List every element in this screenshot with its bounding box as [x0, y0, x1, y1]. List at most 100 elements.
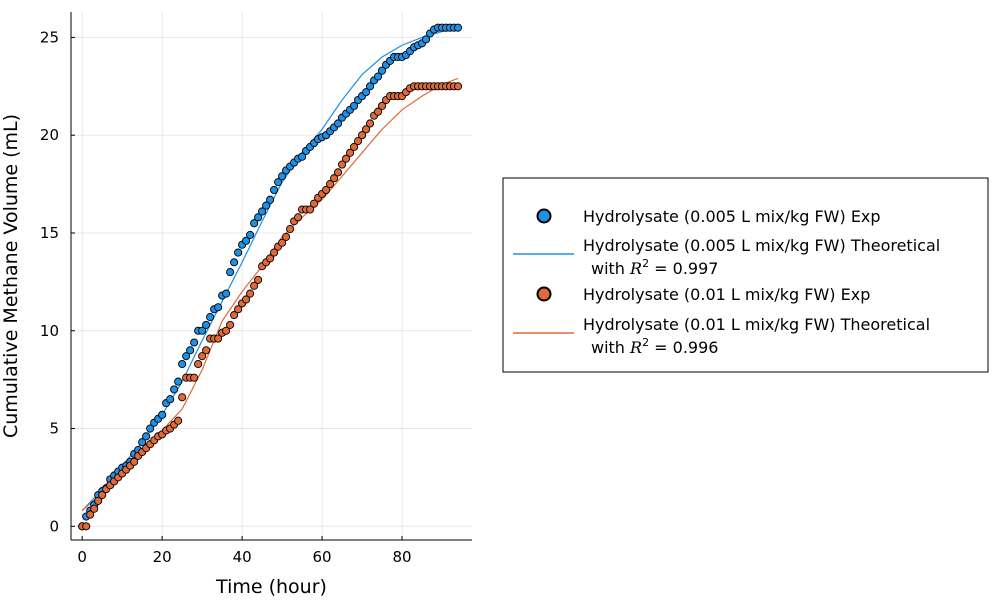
data-point-series-2 [342, 154, 351, 163]
data-point-series-0 [230, 258, 239, 267]
data-point-series-0 [202, 320, 211, 329]
data-point-series-2 [294, 213, 303, 222]
x-tick-label: 20 [153, 548, 172, 566]
data-point-series-2 [266, 254, 275, 263]
data-point-series-0 [170, 385, 179, 394]
data-point-series-0 [226, 268, 235, 277]
grid [71, 12, 472, 540]
data-point-series-2 [377, 101, 387, 110]
data-point-series-0 [453, 23, 463, 32]
data-point-series-2 [326, 180, 335, 189]
data-point-series-0 [262, 201, 271, 210]
data-point-series-2 [286, 225, 295, 234]
legend-label-0: Hydrolysate (0.005 L mix/kg FW) Exp [583, 207, 881, 226]
legend-label-2: Hydrolysate (0.01 L mix/kg FW) Exp [583, 285, 870, 304]
data-point-series-2 [250, 281, 259, 290]
data-point-series-2 [198, 352, 207, 361]
data-point-series-0 [362, 88, 371, 97]
y-tick-label: 25 [40, 28, 59, 46]
data-point-series-2 [86, 510, 95, 519]
x-axis-label: Time (hour) [215, 576, 327, 598]
data-point-series-2 [82, 522, 91, 531]
data-point-series-2 [226, 320, 235, 329]
data-point-series-2 [246, 289, 255, 298]
data-point-series-2 [270, 248, 279, 257]
data-point-series-2 [90, 504, 99, 513]
data-point-series-2 [346, 148, 355, 157]
data-point-series-0 [234, 248, 243, 257]
data-point-series-0 [138, 438, 147, 447]
data-point-series-2 [94, 496, 103, 505]
data-point-series-2 [373, 107, 383, 116]
data-point-series-0 [350, 101, 359, 110]
data-point-series-2 [322, 185, 331, 195]
data-point-series-0 [146, 424, 155, 433]
data-point-series-0 [190, 338, 199, 347]
data-point-series-0 [246, 230, 255, 239]
data-point-series-2 [358, 131, 367, 140]
data-point-series-0 [298, 152, 307, 161]
data-point-series-0 [174, 377, 183, 386]
data-point-series-2 [202, 346, 211, 355]
data-point-series-0 [198, 326, 207, 335]
y-tick-label: 10 [40, 322, 59, 340]
data-point-series-0 [254, 213, 263, 222]
data-point-series-2 [366, 119, 375, 128]
data-point-series-2 [338, 160, 347, 169]
data-point-series-2 [362, 125, 371, 134]
data-point-series-0 [421, 35, 431, 44]
legend-label-1: Hydrolysate (0.005 L mix/kg FW) Theoreti… [583, 236, 940, 255]
data-point-series-2 [330, 174, 339, 183]
legend-marker-2 [536, 286, 552, 302]
data-point-series-2 [278, 238, 287, 247]
x-tick-label: 60 [313, 548, 332, 566]
data-point-series-2 [306, 205, 315, 214]
series-points [78, 23, 463, 531]
data-point-series-0 [274, 178, 283, 187]
data-point-series-0 [242, 236, 251, 245]
axes [70, 12, 472, 541]
y-tick-label: 5 [49, 420, 59, 438]
data-point-series-2 [254, 275, 263, 284]
data-point-series-0 [266, 195, 275, 204]
data-point-series-2 [174, 416, 183, 425]
legend-label-3: Hydrolysate (0.01 L mix/kg FW) Theoretic… [583, 315, 930, 334]
data-point-series-0 [206, 313, 215, 322]
legend-box [502, 177, 989, 373]
x-tick-label: 40 [233, 548, 252, 566]
data-point-series-2 [190, 373, 199, 382]
data-point-series-2 [214, 334, 223, 343]
data-point-series-0 [186, 346, 195, 355]
data-point-series-2 [334, 168, 343, 177]
y-tick-label: 15 [40, 224, 59, 242]
data-point-series-0 [178, 359, 187, 369]
data-point-series-0 [142, 432, 151, 441]
data-point-series-0 [334, 119, 343, 128]
data-point-series-2 [130, 457, 139, 466]
y-tick-label: 20 [40, 126, 59, 144]
data-point-series-0 [222, 289, 231, 298]
legend-r2-1: with R2 = 0.997 [591, 257, 718, 278]
data-point-series-0 [366, 82, 375, 91]
data-point-series-2 [98, 490, 107, 500]
data-point-series-0 [158, 410, 167, 419]
data-point-series-2 [230, 311, 239, 320]
data-point-series-2 [350, 142, 359, 151]
data-point-series-0 [270, 185, 279, 195]
data-point-series-2 [222, 326, 231, 335]
y-tick-label: 0 [49, 517, 59, 535]
tick-labels: 0 20 40 60 80 0 5 10 15 20 25 [40, 28, 412, 566]
legend: Hydrolysate (0.005 L mix/kg FW) Exp Hydro… [502, 177, 989, 373]
data-point-series-2 [178, 393, 187, 402]
data-point-series-0 [250, 219, 259, 228]
data-point-series-0 [373, 72, 383, 81]
x-tick-label: 80 [392, 548, 411, 566]
data-point-series-0 [377, 66, 387, 75]
data-point-series-2 [282, 232, 291, 241]
data-point-series-0 [278, 172, 287, 181]
data-point-series-2 [453, 82, 463, 91]
data-point-series-2 [310, 199, 319, 208]
legend-r2-3: with R2 = 0.996 [591, 336, 718, 357]
data-point-series-0 [258, 207, 267, 216]
